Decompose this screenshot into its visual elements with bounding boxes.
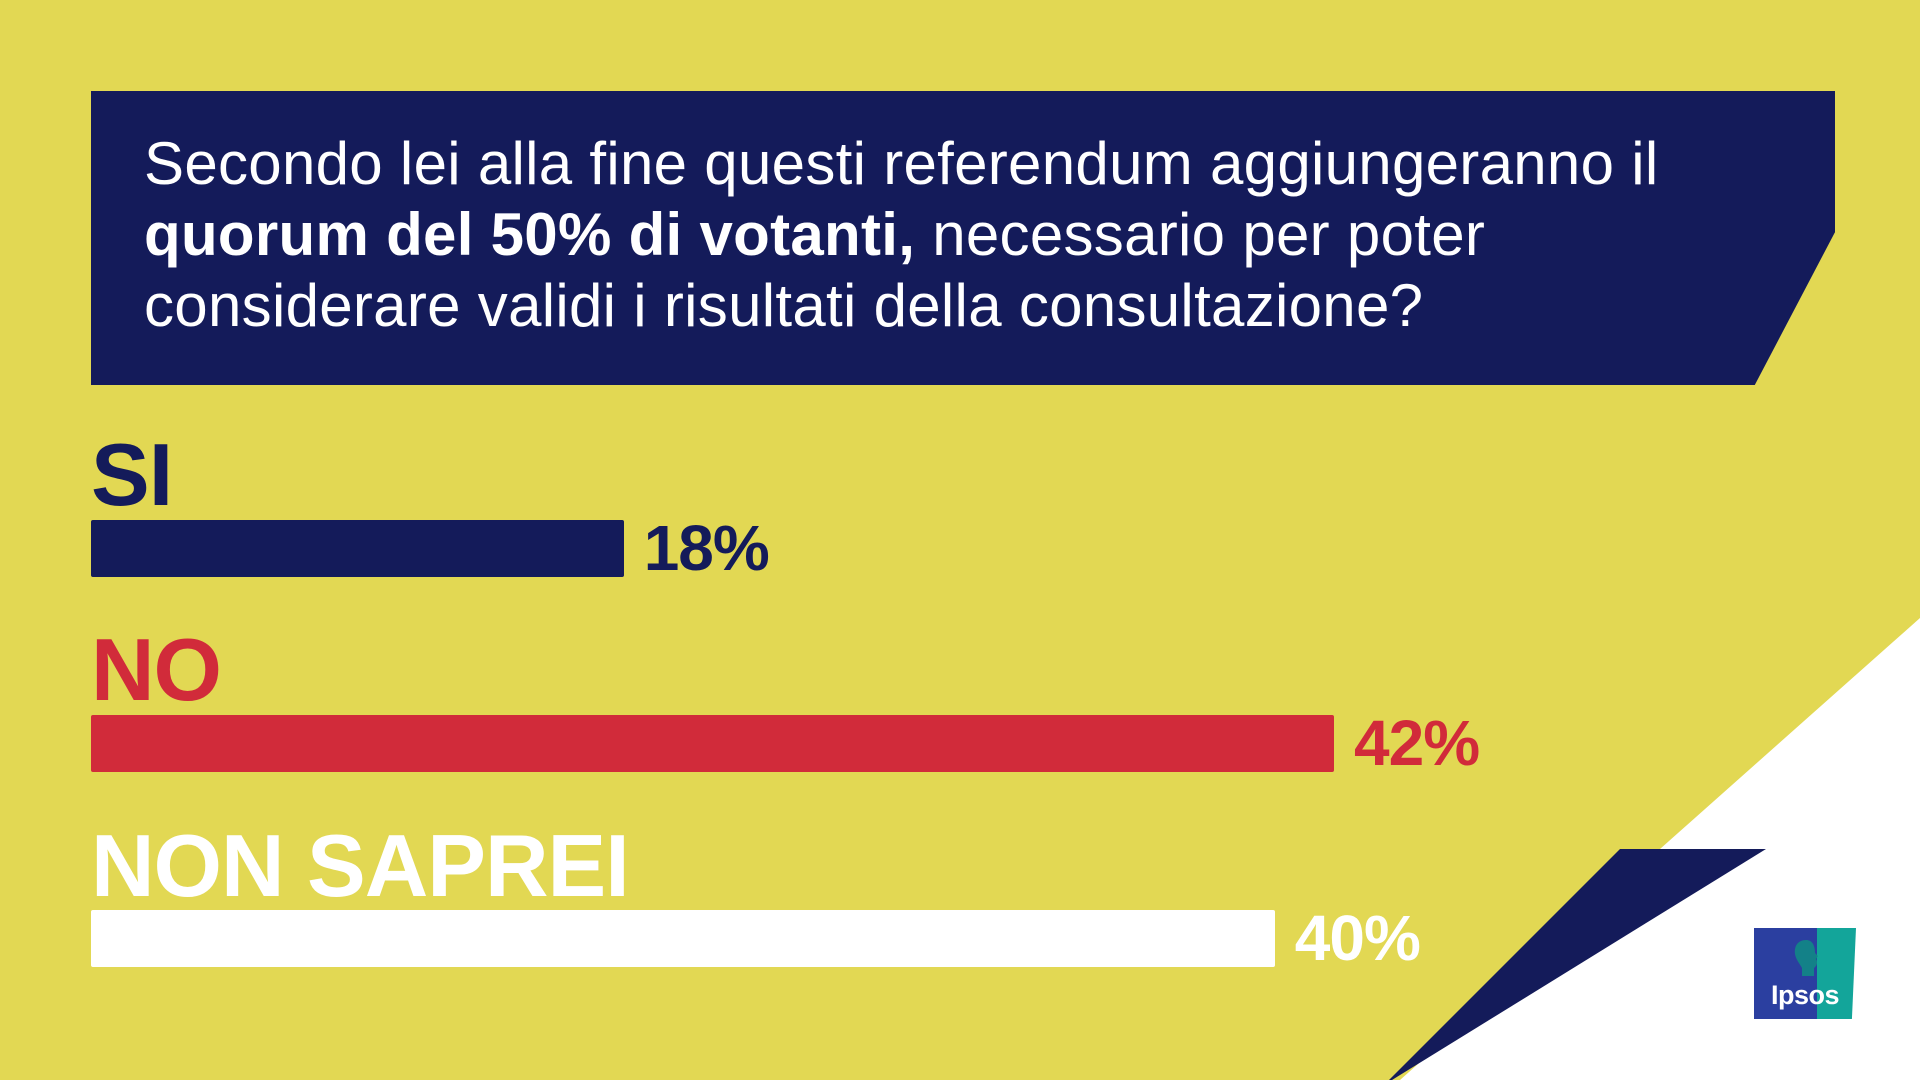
category-label-no: NO <box>91 620 222 719</box>
bar-si <box>91 520 624 577</box>
category-label-non-saprei: NON SAPREI <box>91 816 630 915</box>
value-label-non-saprei: 40% <box>1294 902 1421 974</box>
value-label-no: 42% <box>1354 707 1480 779</box>
question-bold: quorum del 50% di votanti, <box>144 201 916 268</box>
category-label-si: SI <box>91 425 173 524</box>
value-label-si: 18% <box>643 512 770 584</box>
bar-no <box>91 715 1334 772</box>
ipsos-head-icon <box>1794 940 1818 976</box>
ipsos-logo-text: Ipsos <box>1770 980 1840 1010</box>
question-part-1: Secondo lei alla fine questi referendum … <box>144 130 1659 197</box>
bar-non-saprei <box>91 910 1275 967</box>
navy-diagonal-stripe <box>1389 849 1766 1080</box>
question-box <box>91 91 1835 385</box>
question-part-2: necessario per poter considerare validi … <box>144 201 1486 339</box>
question-text: Secondo lei alla fine questi referendum … <box>144 128 1804 341</box>
ipsos-logo: Ipsos <box>1754 928 1856 1019</box>
